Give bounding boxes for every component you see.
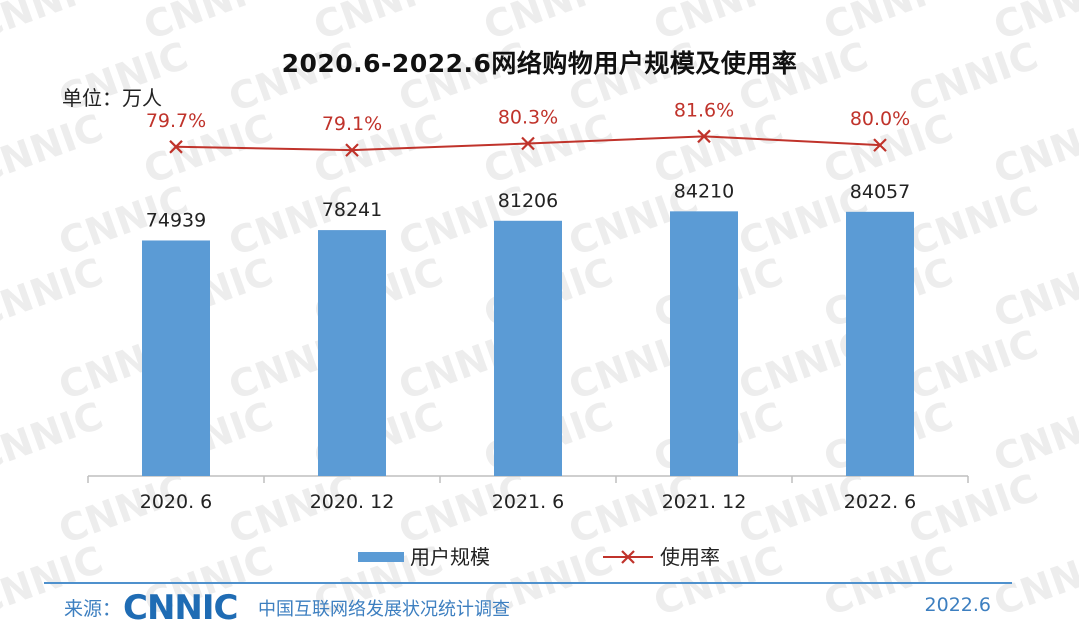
report-date: 2022.6 (924, 594, 991, 616)
chart-title: 2020.6-2022.6网络购物用户规模及使用率 (281, 49, 798, 78)
x-tick-label: 2022. 6 (844, 491, 917, 513)
x-tick-label: 2021. 12 (662, 491, 747, 513)
x-tick-label: 2020. 12 (310, 491, 395, 513)
legend-label-rate: 使用率 (660, 545, 720, 569)
rate-marker (873, 138, 887, 152)
source-label: 来源： (64, 598, 122, 620)
rate-value-label: 80.3% (498, 106, 558, 128)
chart-canvas: 74939 2020. 6 78241 2020. 12 81206 2021. 6 842… (87, 99, 969, 569)
rate-marker (697, 129, 711, 144)
bar-value-label: 81206 (498, 190, 558, 212)
bar-value-label: 78241 (322, 199, 382, 221)
bar-value-label: 84057 (850, 181, 910, 203)
bar-user-scale (494, 220, 562, 476)
x-tick-label: 2020. 6 (140, 491, 213, 513)
bar-user-scale (846, 211, 914, 476)
rate-value-label: 79.7% (146, 110, 206, 132)
bar-user-scale (142, 240, 210, 476)
bar-value-label: 74939 (146, 209, 206, 231)
bar-user-scale (318, 230, 386, 476)
cnnic-logo: CNNIC (123, 588, 238, 628)
x-tick-label: 2021. 6 (492, 491, 565, 513)
source-organization: 中国互联网络发展状况统计调查 (258, 599, 510, 620)
rate-marker (345, 143, 359, 157)
footer-divider (44, 582, 1012, 584)
footer: 来源： CNNIC 中国互联网络发展状况统计调查 2022.6 (0, 588, 1079, 628)
rate-value-label: 80.0% (850, 108, 910, 130)
rate-value-label: 81.6% (674, 99, 734, 121)
legend-marker-rate (621, 550, 635, 564)
rate-value-label: 79.1% (322, 113, 382, 135)
unit-label: 单位：万人 (62, 86, 162, 110)
rate-marker (169, 140, 183, 154)
legend-swatch-user-scale (358, 552, 404, 562)
rate-marker (521, 136, 535, 151)
bar-user-scale (670, 211, 738, 476)
bar-value-label: 84210 (674, 180, 734, 202)
legend-label-user-scale: 用户规模 (410, 545, 490, 569)
